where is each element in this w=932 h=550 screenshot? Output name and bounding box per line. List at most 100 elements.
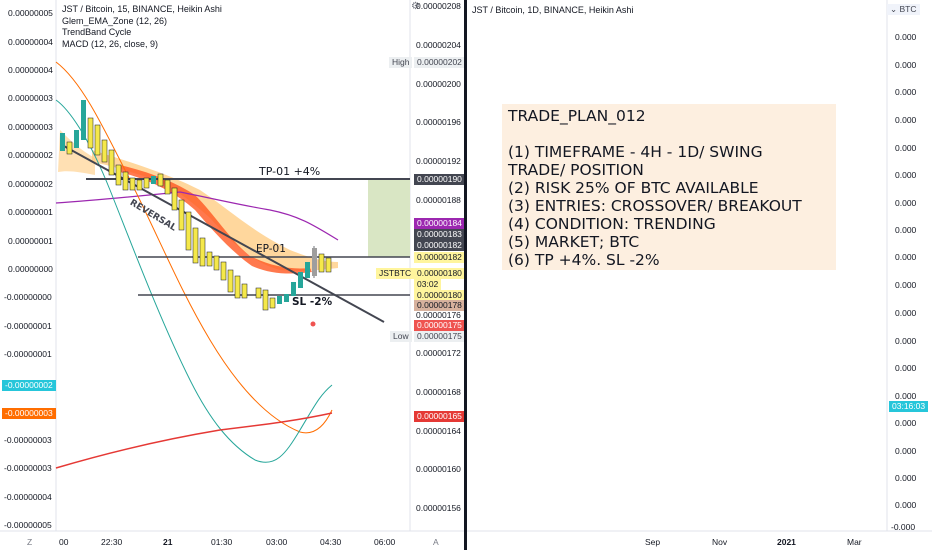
right-chart-pane[interactable]: JST / Bitcoin, 1D, BINANCE, Heikin Ashi … — [467, 0, 932, 550]
left-axis-label: -0.00000005 — [4, 520, 52, 530]
left-axis-label: -0.00000001 — [4, 349, 52, 359]
sl-price-tag: 0.00000180 — [414, 290, 465, 301]
tp-price-tag: 0.00000190 — [414, 174, 465, 185]
trade-plan-line: (5) MARKET; BTC — [508, 233, 640, 251]
right-axis-label: 0.000 — [895, 280, 917, 290]
right-axis-label: 0.000 — [895, 308, 917, 318]
left-chart-pane[interactable]: JST / Bitcoin, 15, BINANCE, Heikin Ashi … — [0, 0, 465, 550]
right-axis-label: 0.000 — [895, 87, 917, 97]
left-axis-label: 0.00000003 — [8, 93, 53, 103]
price-tag-183: 0.00000183 — [414, 229, 465, 240]
tp-zone — [368, 179, 410, 257]
price-axis-label: 0.00000172 — [416, 348, 461, 358]
right-axis-label: 0.000 — [895, 143, 917, 153]
macd-value-tag: -0.00000002 — [2, 380, 56, 391]
gear-icon[interactable]: ⚙ — [411, 1, 420, 12]
right-axis-label: 0.000 — [895, 32, 917, 42]
left-axis-label: 0.00000004 — [8, 37, 53, 47]
ep-annotation: EP-01 — [256, 243, 286, 255]
price-tag-178: 0.00000178 — [414, 300, 465, 311]
low-value-tag: 0.00000175 — [414, 331, 465, 342]
indicator-trendband[interactable]: TrendBand Cycle — [62, 27, 132, 37]
right-axis-label: 0.000 — [895, 363, 917, 373]
high-value-tag: 0.00000202 — [414, 57, 465, 68]
price-axis-label: 0.00000200 — [416, 79, 461, 89]
right-axis-label: 0.000 — [895, 252, 917, 262]
left-axis-label: 0.00000001 — [8, 207, 53, 217]
left-axis-label: 0.00000002 — [8, 179, 53, 189]
right-axis-label: 0.000 — [895, 60, 917, 70]
currency-button[interactable]: ⌄ BTC — [887, 4, 920, 15]
price-tag-184: 0.00000184 — [414, 218, 465, 229]
right-axis-label: -0.000 — [891, 522, 916, 532]
left-axis-label: 0.00000000 — [8, 264, 53, 274]
reversal-trendline — [61, 144, 385, 323]
symbol-tag: JSTBTC — [376, 268, 415, 279]
price-axis-label: 0.00000176 — [416, 310, 461, 320]
price-axis-label: 0.00000192 — [416, 156, 461, 166]
price-chart[interactable] — [0, 0, 464, 550]
trade-plan-line: TRADE_PLAN_012 — [508, 107, 646, 125]
current-price-tag: 0.00000180 — [414, 268, 465, 279]
left-axis-label: 0.00000005 — [8, 8, 53, 18]
signal-dot — [310, 321, 316, 327]
time-label: 21 — [163, 537, 173, 547]
price-axis-label: 0.00000208 — [416, 1, 461, 11]
right-chart-title: JST / Bitcoin, 1D, BINANCE, Heikin Ashi — [472, 5, 634, 15]
trade-plan-line: (6) TP +4%. SL -2% — [508, 251, 660, 269]
time-label: 22:30 — [101, 537, 123, 547]
left-axis-label: 0.00000003 — [8, 122, 53, 132]
high-label: High — [389, 57, 413, 68]
price-axis-label: 0.00000204 — [416, 40, 461, 50]
left-axis-label: -0.00000003 — [4, 463, 52, 473]
left-axis-label: 0.00000001 — [8, 236, 53, 246]
indicator-macd[interactable]: MACD (12, 26, close, 9) — [62, 38, 159, 49]
right-axis-label: 0.000 — [895, 170, 917, 180]
price-tag-182a: 0.00000182 — [414, 240, 465, 251]
trendband-line — [55, 191, 339, 241]
chart-title: JST / Bitcoin, 15, BINANCE, Heikin Ashi — [62, 4, 222, 14]
low-label: Low — [390, 331, 412, 342]
trade-plan-note[interactable]: TRADE_PLAN_012 (1) TIMEFRAME - 4H - 1D/ … — [502, 104, 836, 270]
macd-line — [55, 99, 333, 463]
left-axis-label: -0.00000001 — [4, 321, 52, 331]
indicator-ema-zone[interactable]: Glem_EMA_Zone (12, 26) — [62, 15, 168, 26]
sl-annotation: SL -2% — [292, 296, 333, 308]
left-axis-label: -0.00000003 — [4, 435, 52, 445]
right-axis-label: 0.000 — [895, 115, 917, 125]
price-axis-label: 0.00000160 — [416, 464, 461, 474]
trade-plan-line: (4) CONDITION: TRENDING — [508, 215, 716, 233]
chart-legend: JST / Bitcoin, 15, BINANCE, Heikin Ashi … — [62, 4, 222, 50]
time-label: Mar — [847, 537, 862, 547]
currency-label: BTC — [899, 4, 917, 14]
time-label: Nov — [712, 537, 728, 547]
price-axis-label: 0.00000168 — [416, 387, 461, 397]
right-axis-label: 0.000 — [895, 198, 917, 208]
right-chart-grid — [467, 0, 932, 532]
trade-plan-line: (2) RISK 25% OF BTC AVAILABLE — [508, 179, 759, 197]
left-axis-label: 0.00000004 — [8, 65, 53, 75]
time-label: 2021 — [777, 537, 796, 547]
candles — [60, 100, 332, 311]
right-axis-label: 0.000 — [895, 336, 917, 346]
right-axis-label: 0.000 — [895, 500, 917, 510]
z-button[interactable]: Z — [27, 537, 33, 547]
trade-plan-line: TRADE/ POSITION — [508, 161, 644, 179]
time-label: 04:30 — [320, 537, 342, 547]
orange-ema-line — [55, 61, 333, 434]
right-axis-label: 0.000 — [895, 391, 917, 401]
time-label: 01:30 — [211, 537, 233, 547]
right-axis-label: 0.000 — [895, 418, 917, 428]
left-axis-label: -0.00000004 — [4, 492, 52, 502]
auto-scale-button[interactable]: A — [433, 537, 439, 547]
right-axis-label: 0.000 — [895, 473, 917, 483]
right-axis-label: 0.000 — [895, 225, 917, 235]
pane-divider[interactable] — [464, 0, 467, 550]
price-axis-label: 0.00000164 — [416, 426, 461, 436]
price-tag-175: 0.00000175 — [414, 320, 465, 331]
time-label: 03:00 — [266, 537, 288, 547]
trade-plan-line: (3) ENTRIES: CROSSOVER/ BREAKOUT — [508, 197, 802, 215]
ep-price-tag: 0.00000182 — [414, 252, 465, 263]
price-tag-165: 0.00000165 — [414, 411, 465, 422]
trade-plan-line: (1) TIMEFRAME - 4H - 1D/ SWING — [508, 143, 763, 161]
